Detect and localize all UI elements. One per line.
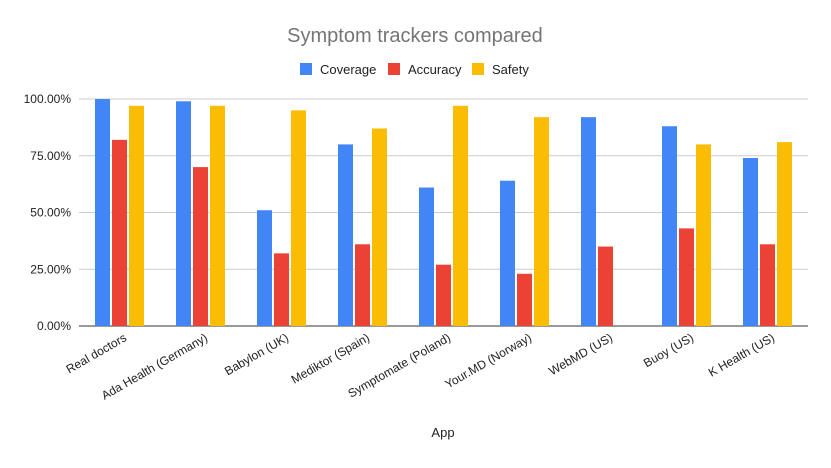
bar-accuracy bbox=[760, 244, 775, 326]
bar-coverage bbox=[338, 144, 353, 326]
x-axis-title: App bbox=[431, 425, 454, 440]
legend-swatch-accuracy bbox=[388, 63, 400, 75]
bar-coverage bbox=[743, 158, 758, 326]
chart-title: Symptom trackers compared bbox=[287, 25, 543, 47]
x-tick-label: Real doctors bbox=[64, 330, 129, 376]
bar-accuracy bbox=[274, 253, 289, 326]
bar-safety bbox=[696, 144, 711, 326]
legend-swatch-safety bbox=[472, 63, 484, 75]
bar-accuracy bbox=[436, 264, 451, 326]
x-tick-label: Mediktor (Spain) bbox=[289, 330, 372, 386]
bar-safety bbox=[534, 117, 549, 326]
bar-coverage bbox=[257, 210, 272, 326]
bar-safety bbox=[129, 105, 144, 326]
y-tick-label: 0.00% bbox=[37, 319, 71, 333]
x-tick-label: Your.MD (Norway) bbox=[442, 330, 534, 391]
y-tick-label: 75.00% bbox=[30, 149, 71, 163]
bar-coverage bbox=[500, 180, 515, 326]
bar-safety bbox=[777, 142, 792, 326]
legend-label-coverage: Coverage bbox=[320, 62, 376, 77]
legend-swatch-coverage bbox=[300, 63, 312, 75]
bar-accuracy bbox=[355, 244, 370, 326]
bar-safety bbox=[372, 128, 387, 326]
bar-accuracy bbox=[598, 246, 613, 326]
x-tick-label: Babylon (UK) bbox=[222, 330, 291, 378]
bar-accuracy bbox=[517, 273, 532, 326]
bar-coverage bbox=[176, 101, 191, 327]
legend: Coverage Accuracy Safety bbox=[300, 62, 529, 77]
x-tick-label: Buoy (US) bbox=[641, 330, 696, 370]
bars bbox=[95, 99, 792, 327]
legend-label-safety: Safety bbox=[492, 62, 529, 77]
bar-safety bbox=[453, 105, 468, 326]
y-tick-label: 100.00% bbox=[24, 92, 72, 106]
bar-coverage bbox=[419, 187, 434, 326]
bar-coverage bbox=[581, 117, 596, 326]
legend-label-accuracy: Accuracy bbox=[408, 62, 462, 77]
bar-accuracy bbox=[679, 228, 694, 326]
bar-coverage bbox=[95, 99, 110, 326]
y-tick-label: 25.00% bbox=[30, 262, 71, 276]
bar-safety bbox=[210, 105, 225, 326]
bar-safety bbox=[291, 110, 306, 326]
bar-coverage bbox=[662, 126, 677, 327]
x-tick-label: WebMD (US) bbox=[546, 330, 615, 378]
bar-accuracy bbox=[112, 139, 127, 326]
x-tick-label: K Health (US) bbox=[706, 330, 777, 379]
y-tick-label: 50.00% bbox=[30, 206, 71, 220]
bar-accuracy bbox=[193, 167, 208, 326]
